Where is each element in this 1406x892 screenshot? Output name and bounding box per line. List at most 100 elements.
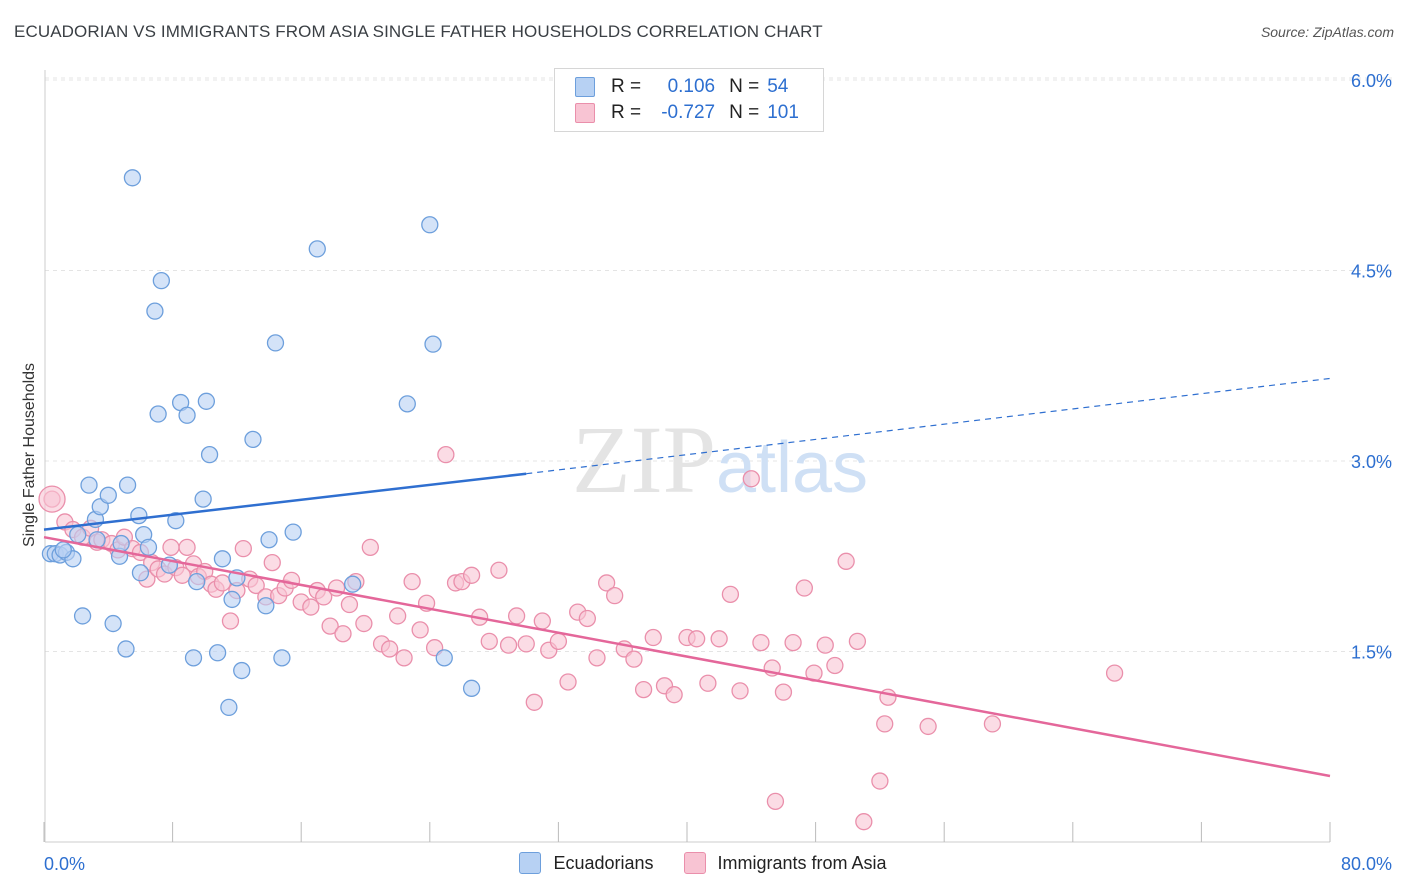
ecuadorian-point (112, 534, 130, 553)
asia-point (606, 586, 624, 605)
asia-point (507, 607, 526, 625)
asia-point (795, 579, 813, 597)
asia-point (213, 574, 232, 592)
n-label: N = (729, 76, 760, 97)
asia-point (816, 636, 834, 654)
asia-point (752, 633, 770, 652)
y-tick-label: 3.0% (1351, 452, 1392, 472)
axes (43, 70, 1331, 843)
ecuadorian-trend-line (43, 472, 527, 531)
ecuadorian-point (139, 538, 158, 557)
asia-point (731, 682, 749, 700)
ecuadorian-point (343, 575, 362, 593)
ecuadorian-point (208, 644, 227, 662)
asia-point (388, 607, 407, 625)
asia-point (517, 635, 535, 653)
ecuadorian-point (54, 541, 72, 559)
ecuadorian-point (130, 506, 148, 525)
asia-trend-line (43, 535, 1331, 778)
ecuadorian-points (41, 169, 481, 717)
r-label: R = (611, 102, 642, 123)
asia-point (234, 539, 252, 558)
ecuadorian-point (284, 523, 302, 541)
r-value: 0.106 (667, 76, 716, 97)
ecuadorian-point (266, 334, 285, 352)
asia-point (766, 792, 785, 811)
ecuadorian-point (123, 169, 142, 187)
ecuadorian-point (435, 649, 453, 667)
asia-point (361, 538, 379, 557)
legend-item-asia: Immigrants from Asia (683, 852, 887, 874)
asia-point (411, 621, 429, 639)
asia-point (597, 574, 616, 592)
asia-point (499, 636, 518, 654)
asia-point (644, 628, 662, 647)
ecuadorian-point (188, 573, 206, 591)
asia-point (321, 617, 339, 635)
asia-point (855, 813, 873, 831)
asia-point (221, 612, 240, 630)
asia-point (334, 625, 352, 643)
tick-labels: 1.5% 3.0% 4.5% 6.0% 0.0% 80.0% (44, 71, 1392, 874)
ecuadorian-trend-extension (526, 377, 1331, 475)
asia-swatch (683, 852, 706, 874)
ecuadorian-point (462, 679, 481, 697)
asia-point (549, 632, 568, 650)
asia-swatch (575, 103, 595, 123)
asia-point (178, 538, 196, 557)
asia-point (721, 585, 740, 603)
asia-point (784, 633, 802, 652)
legend-row-ecuadorians: R = 0.106 N = 54 (575, 74, 788, 100)
ecuadorian-point (273, 649, 291, 667)
ecuadorian-point (184, 649, 203, 667)
n-value: 101 (767, 102, 799, 123)
chart-title: ECUADORIAN VS IMMIGRANTS FROM ASIA SINGL… (14, 22, 823, 41)
asia-point (437, 445, 455, 464)
ecuadorian-point (260, 531, 278, 549)
ecuadorian-point (131, 564, 150, 582)
ecuadorian-point (233, 661, 251, 680)
ecuadorian-point (308, 240, 326, 258)
ecuadorian-swatch (575, 77, 595, 97)
ecuadorian-point (117, 640, 135, 658)
asia-point (665, 686, 683, 704)
asia-point (687, 630, 706, 648)
ecuadorian-point (223, 590, 241, 609)
asia-point (263, 553, 281, 572)
ecuadorian-point (146, 302, 164, 320)
correlation-legend: R = 0.106 N = 54 R = -0.727 N = 101 (554, 68, 824, 132)
ecuadorian-point (213, 550, 232, 568)
asia-point (699, 674, 717, 692)
asia-point (983, 715, 1002, 733)
asia-point (774, 683, 793, 701)
ecuadorian-point (167, 512, 185, 530)
asia-point (871, 772, 889, 790)
legend-label: Immigrants from Asia (717, 852, 887, 873)
asia-point (588, 649, 606, 667)
asia-points (38, 445, 1124, 831)
ecuadorian-point (178, 406, 196, 424)
asia-point (876, 715, 894, 733)
ecuadorian-point (220, 698, 238, 717)
x-tick-label: 0.0% (44, 854, 85, 874)
asia-point (340, 595, 359, 614)
ecuadorian-point (149, 405, 167, 423)
asia-point (355, 614, 373, 633)
trend-lines (43, 377, 1331, 778)
asia-point (710, 630, 728, 648)
asia-point (38, 485, 66, 513)
ecuadorian-point (73, 607, 92, 625)
ecuadorian-swatch (519, 852, 542, 874)
asia-point (490, 561, 508, 579)
asia-point (559, 673, 577, 691)
ecuadorian-point (200, 445, 219, 464)
ecuadorian-point (104, 614, 122, 633)
r-label: R = (611, 76, 642, 97)
asia-point (403, 573, 421, 591)
source-label: Source: ZipAtlas.com (1260, 24, 1394, 40)
ecuadorian-point (194, 490, 212, 508)
asia-point (742, 470, 760, 488)
asia-point (480, 632, 498, 650)
n-value: 54 (767, 76, 789, 97)
ecuadorian-point (398, 395, 416, 413)
